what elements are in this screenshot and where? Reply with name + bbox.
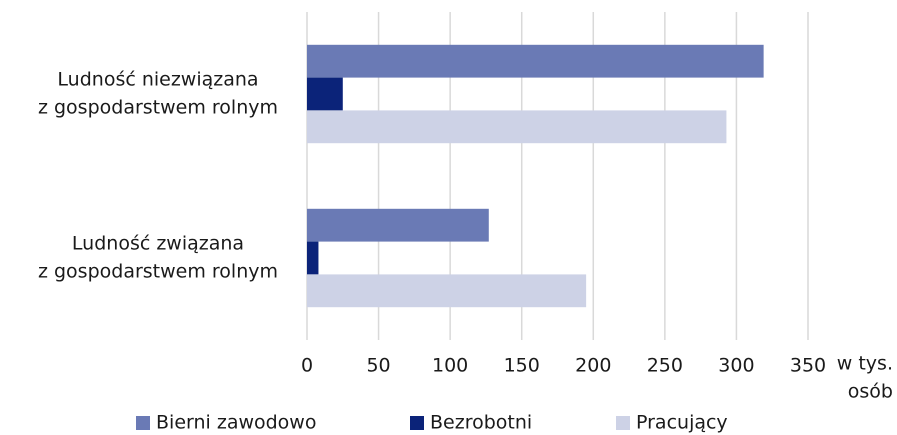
- x-tick-label: 300: [718, 355, 754, 377]
- bar: [307, 110, 727, 144]
- x-tick-label: 150: [504, 355, 540, 377]
- bar: [307, 208, 489, 242]
- x-tick-label: 200: [575, 355, 611, 377]
- bar: [307, 77, 343, 111]
- bar: [307, 44, 764, 78]
- bar: [307, 274, 587, 308]
- legend-label: Bezrobotni: [430, 412, 532, 434]
- y-tick-label: z gospodarstwem rolnym: [38, 97, 278, 119]
- x-tick-label: 0: [301, 355, 313, 377]
- y-tick-label: Ludność niezwiązana: [57, 69, 258, 91]
- legend-label: Pracujący: [636, 412, 728, 434]
- x-tick-label: 350: [790, 355, 826, 377]
- x-tick-label: 50: [366, 355, 390, 377]
- legend-swatch: [136, 416, 150, 430]
- legend-label: Bierni zawodowo: [156, 412, 316, 434]
- legend-swatch: [616, 416, 630, 430]
- x-tick-label: 100: [432, 355, 468, 377]
- x-axis-label: osób: [848, 381, 893, 403]
- x-axis-label: w tys.: [837, 353, 893, 375]
- bar: [307, 241, 319, 275]
- y-tick-label: Ludność związana: [72, 233, 244, 255]
- y-tick-label: z gospodarstwem rolnym: [38, 261, 278, 283]
- x-tick-label: 250: [647, 355, 683, 377]
- legend-swatch: [410, 416, 424, 430]
